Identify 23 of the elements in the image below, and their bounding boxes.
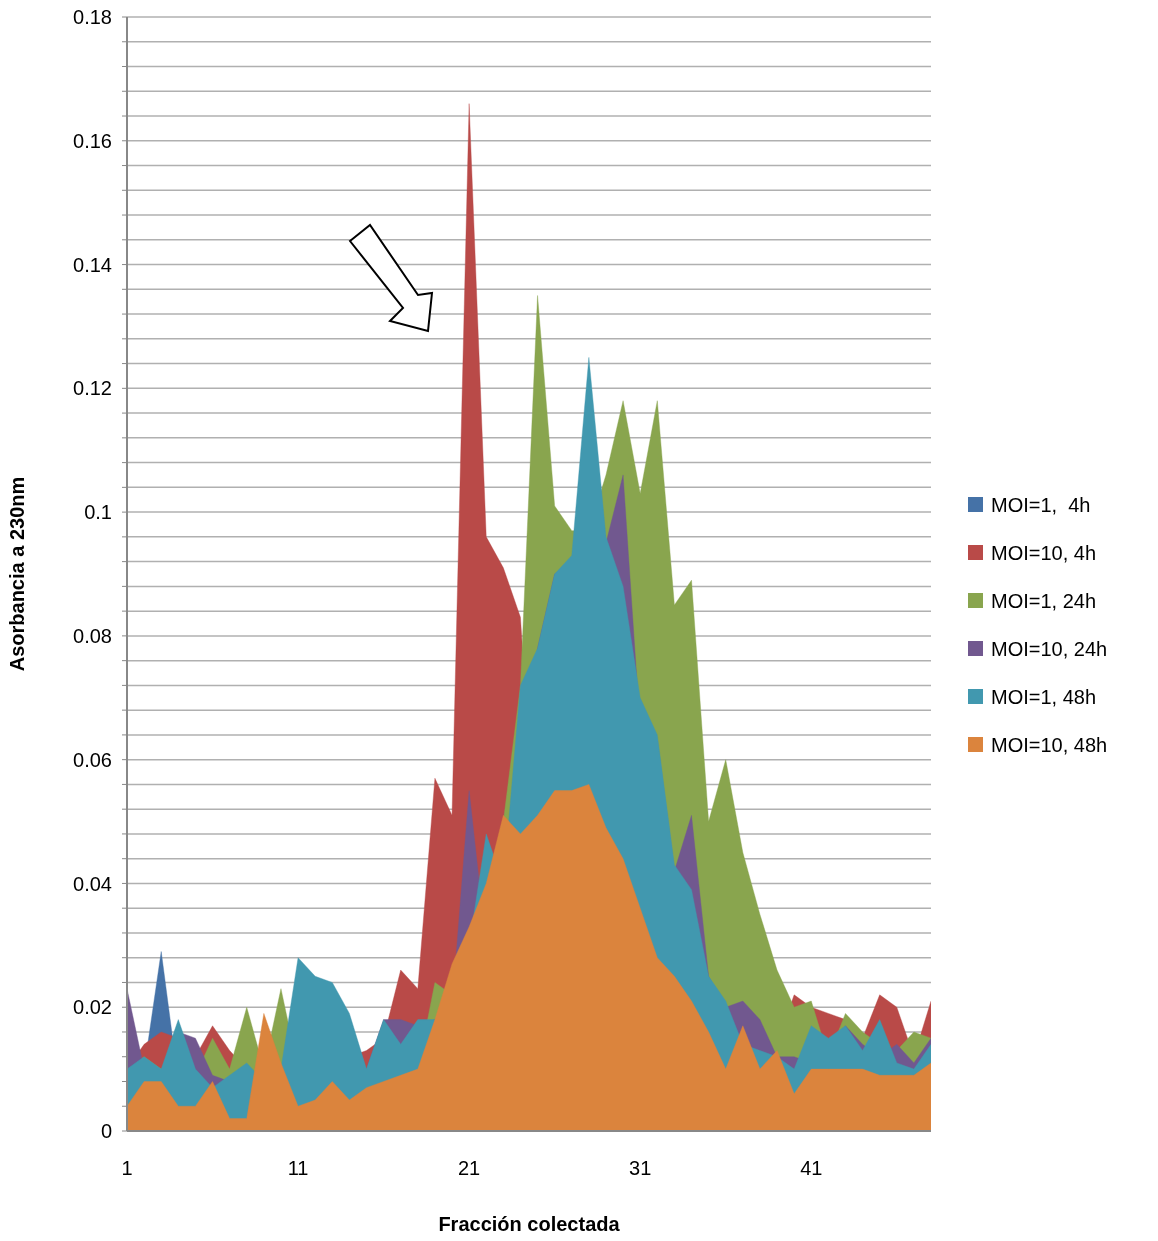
y-tick-label: 0.04 [73, 872, 112, 895]
y-tick-label: 0 [100, 1120, 112, 1143]
y-tick-label: 0.06 [73, 748, 112, 771]
y-tick-label: 0.02 [73, 996, 112, 1019]
y-tick-label: 0.16 [73, 129, 112, 152]
y-axis-title: Asorbancia a 230nm [6, 476, 29, 672]
legend-label: MOI=1, 4h [991, 492, 1091, 518]
x-tick-label: 21 [458, 1157, 481, 1180]
x-tick-label: 11 [287, 1157, 309, 1180]
y-tick-label: 0.14 [73, 253, 112, 276]
y-tick-label: 0.1 [84, 501, 112, 524]
legend-label: MOI=1, 48h [991, 684, 1097, 710]
legend-label: MOI=10, 48h [991, 732, 1108, 758]
y-tick-label: 0.08 [73, 624, 112, 647]
legend-label: MOI=10, 24h [991, 636, 1108, 662]
x-tick-label: 41 [800, 1157, 823, 1180]
legend-label: MOI=1, 24h [991, 588, 1097, 614]
y-tick-label: 0.18 [73, 6, 112, 29]
x-tick-label: 31 [629, 1157, 652, 1180]
x-tick-label: 1 [121, 1157, 133, 1180]
legend-label: MOI=10, 4h [991, 540, 1097, 566]
x-axis-title: Fracción colectada [438, 1213, 621, 1235]
y-tick-label: 0.12 [73, 377, 112, 400]
